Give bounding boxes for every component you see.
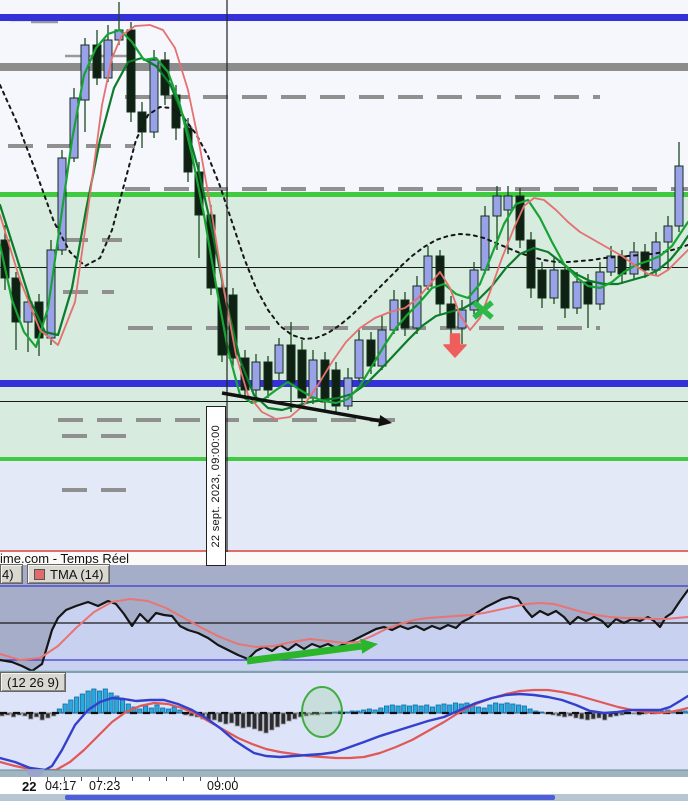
cursor-date-text: 22 sept. 2023, 09:00:00	[210, 424, 222, 548]
time-axis[interactable]: 22 04:17 07:23 09:00	[0, 777, 688, 794]
watermark-text: ime.com - Temps Réel	[0, 551, 130, 566]
cursor-date-label: 22 sept. 2023, 09:00:00	[206, 406, 226, 566]
indicator-legend-price[interactable]: 4)	[0, 564, 23, 584]
time-axis-tick	[47, 777, 48, 781]
time-axis-tick	[234, 777, 235, 781]
time-axis-tick	[217, 777, 218, 781]
scrollbar-thumb[interactable]	[65, 795, 555, 800]
time-axis-tick	[30, 777, 31, 781]
time-axis-label: 22	[22, 779, 37, 794]
platform-watermark: ime.com - Temps Réel	[0, 551, 129, 566]
time-axis-tick	[115, 777, 116, 781]
time-axis-tick	[98, 777, 99, 781]
time-axis-tick	[64, 777, 65, 781]
time-axis-tick	[183, 777, 184, 781]
time-axis-tick	[81, 777, 82, 781]
time-axis-label: 07:23	[89, 779, 121, 793]
time-axis-tick	[200, 777, 201, 781]
tma-legend-label: TMA (14)	[50, 566, 104, 582]
time-axis-label: 09:00	[207, 779, 239, 793]
indicator-legend-macd[interactable]: (12 26 9)	[0, 672, 67, 692]
day-separator-marker	[26, 769, 44, 777]
price-legend-label: 4)	[2, 566, 14, 582]
time-axis-label: 04:17	[45, 779, 77, 793]
time-axis-tick	[132, 777, 133, 781]
indicator-legend-tma[interactable]: TMA (14)	[27, 564, 111, 584]
time-axis-tick	[166, 777, 167, 781]
horizontal-scrollbar[interactable]	[0, 794, 688, 801]
macd-legend-label: (12 26 9)	[7, 674, 60, 690]
tma-color-swatch	[34, 568, 45, 580]
time-axis-tick	[149, 777, 150, 781]
